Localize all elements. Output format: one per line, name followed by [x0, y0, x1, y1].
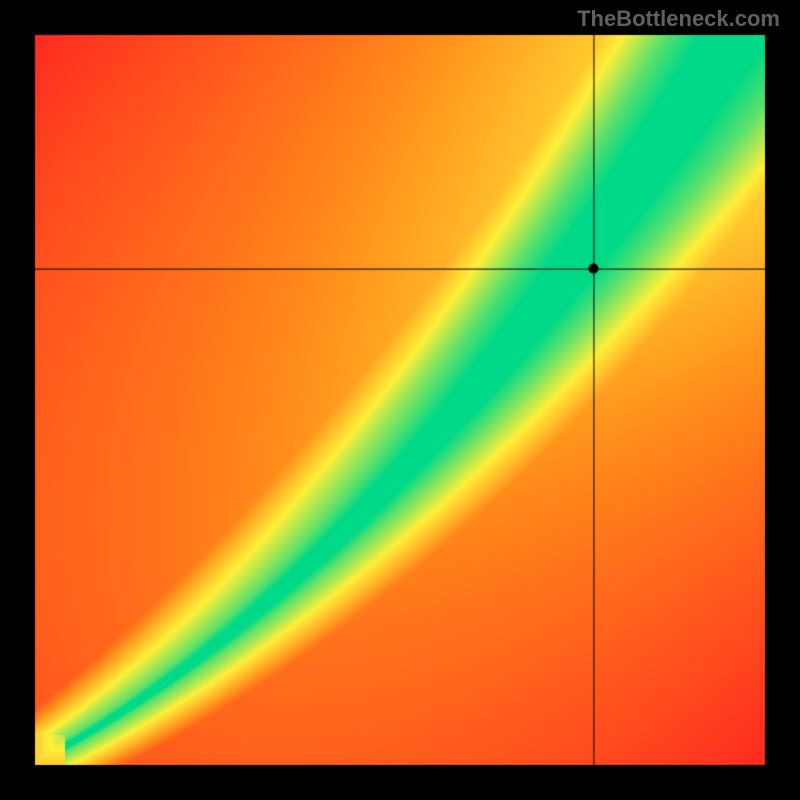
watermark-text: TheBottleneck.com — [577, 6, 780, 32]
bottleneck-heatmap — [0, 0, 800, 800]
